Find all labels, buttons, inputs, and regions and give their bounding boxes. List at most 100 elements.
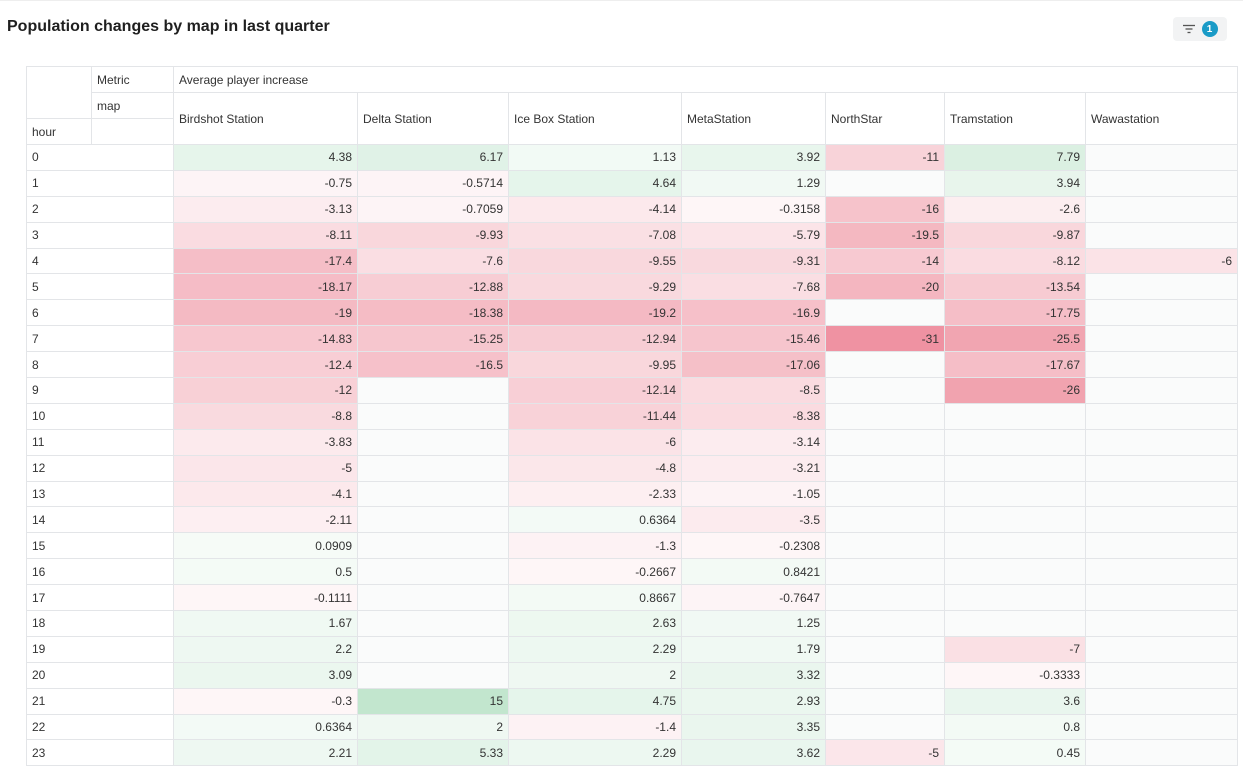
value-cell: -7.08 [508, 221, 682, 249]
value-cell: -9.95 [508, 351, 682, 379]
value-cell: -0.2667 [508, 558, 682, 586]
value-cell [357, 428, 509, 456]
value-cell: 3.35 [681, 713, 826, 741]
hour-cell: 18 [26, 610, 174, 637]
table-row: 21 -0.3 15 4.75 2.93 3.6 [26, 687, 1238, 715]
value-cell: -12 [173, 377, 358, 404]
table-row: 22 0.6364 2 -1.4 3.35 0.8 [26, 713, 1238, 741]
value-cell [1085, 351, 1238, 379]
hour-cell: 7 [26, 325, 174, 353]
table-row: 12 -5 -4.8 -3.21 [26, 454, 1238, 482]
hour-cell: 13 [26, 480, 174, 508]
pivot-table: Metric Average player increase map Birds… [26, 66, 1238, 767]
value-cell: -2.11 [173, 506, 358, 534]
value-cell: -17.75 [944, 299, 1086, 327]
value-cell [825, 687, 945, 715]
value-cell: -11 [825, 144, 945, 171]
value-cell: 2 [357, 713, 509, 741]
hour-cell: 8 [26, 351, 174, 379]
value-cell [1085, 558, 1238, 586]
hour-cell: 17 [26, 584, 174, 612]
hour-cell: 1 [26, 169, 174, 197]
value-cell: -5 [173, 454, 358, 482]
value-cell [825, 299, 945, 327]
hour-cell: 23 [26, 739, 174, 767]
value-cell: -0.2308 [681, 532, 826, 560]
hour-cell: 6 [26, 299, 174, 327]
value-cell: 1.25 [681, 610, 826, 637]
filter-count-badge: 1 [1201, 21, 1218, 37]
value-cell: 6.17 [357, 144, 509, 171]
value-cell: -7.68 [681, 273, 826, 301]
value-cell: 1.67 [173, 610, 358, 637]
value-cell [944, 480, 1086, 508]
value-cell [1085, 428, 1238, 456]
column-header-map[interactable]: MetaStation [681, 92, 826, 145]
value-cell [825, 661, 945, 689]
value-cell [944, 454, 1086, 482]
value-cell [1085, 739, 1238, 767]
value-cell: 15 [357, 687, 509, 715]
value-cell: 0.8 [944, 713, 1086, 741]
value-cell [1085, 661, 1238, 689]
value-cell [1085, 454, 1238, 482]
hour-cell: 3 [26, 221, 174, 249]
value-cell: -9.87 [944, 221, 1086, 249]
value-cell [1085, 169, 1238, 197]
value-cell: -12.88 [357, 273, 509, 301]
value-cell: 4.38 [173, 144, 358, 171]
hour-header-label: hour [26, 118, 92, 145]
hour-cell: 16 [26, 558, 174, 586]
value-cell: 1.29 [681, 169, 826, 197]
value-cell: 4.75 [508, 687, 682, 715]
column-header-map[interactable]: Birdshot Station [173, 92, 358, 145]
value-cell: 0.0909 [173, 532, 358, 560]
table-row: 13 -4.1 -2.33 -1.05 [26, 480, 1238, 508]
value-cell: -18.38 [357, 299, 509, 327]
value-cell: 2.2 [173, 635, 358, 663]
value-cell: 2.93 [681, 687, 826, 715]
value-cell: 3.09 [173, 661, 358, 689]
column-header-map[interactable]: Wawastation [1085, 92, 1238, 145]
value-cell: 0.6364 [173, 713, 358, 741]
hour-cell: 2 [26, 195, 174, 223]
value-cell [825, 454, 945, 482]
metric-header-label: Metric [91, 66, 174, 93]
value-cell [1085, 713, 1238, 741]
table-row: 0 4.38 6.17 1.13 3.92 -11 7.79 [26, 144, 1238, 171]
table-row: 18 1.67 2.63 1.25 [26, 610, 1238, 637]
value-cell [825, 377, 945, 404]
value-cell [825, 351, 945, 379]
column-header-map[interactable]: Ice Box Station [508, 92, 682, 145]
value-cell: -2.6 [944, 195, 1086, 223]
value-cell [357, 635, 509, 663]
hour-cell: 11 [26, 428, 174, 456]
value-cell: -17.06 [681, 351, 826, 379]
value-cell [944, 402, 1086, 430]
column-header-map[interactable]: NorthStar [825, 92, 945, 145]
hour-cell: 15 [26, 532, 174, 560]
value-cell: -8.8 [173, 402, 358, 430]
value-cell: 0.8421 [681, 558, 826, 586]
value-cell: -8.11 [173, 221, 358, 249]
map-header-label: map [91, 92, 174, 119]
value-cell: -1.4 [508, 713, 682, 741]
panel-title: Population changes by map in last quarte… [7, 18, 330, 35]
value-cell: -8.12 [944, 247, 1086, 275]
column-header-map[interactable]: Tramstation [944, 92, 1086, 145]
value-cell: -3.21 [681, 454, 826, 482]
value-cell [825, 480, 945, 508]
value-cell: -25.5 [944, 325, 1086, 353]
value-cell: 0.5 [173, 558, 358, 586]
column-header-map[interactable]: Delta Station [357, 92, 509, 145]
value-cell: -4.1 [173, 480, 358, 508]
filter-button[interactable]: 1 [1173, 17, 1227, 41]
value-cell [825, 610, 945, 637]
value-cell [1085, 377, 1238, 404]
value-cell: -9.93 [357, 221, 509, 249]
value-cell: -19 [173, 299, 358, 327]
value-cell: -31 [825, 325, 945, 353]
hour-cell: 10 [26, 402, 174, 430]
value-cell: 2.21 [173, 739, 358, 767]
value-cell [357, 454, 509, 482]
